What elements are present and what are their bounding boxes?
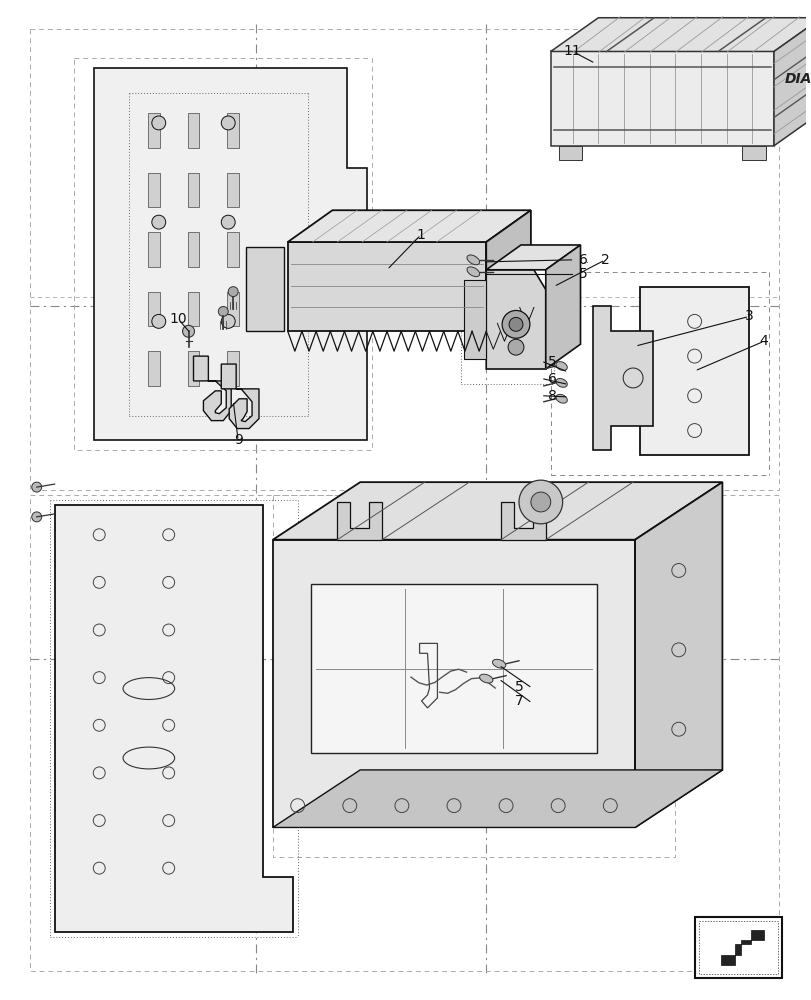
Polygon shape: [148, 173, 160, 207]
Text: 10: 10: [169, 312, 187, 326]
Polygon shape: [741, 146, 765, 160]
Polygon shape: [187, 113, 200, 148]
Polygon shape: [227, 113, 239, 148]
Polygon shape: [545, 245, 580, 369]
Text: 9: 9: [234, 433, 242, 447]
Circle shape: [221, 215, 235, 229]
Polygon shape: [464, 280, 486, 359]
Text: 4: 4: [759, 334, 767, 348]
Polygon shape: [550, 18, 811, 51]
Polygon shape: [287, 242, 486, 331]
Text: 5: 5: [547, 355, 556, 369]
Circle shape: [152, 215, 165, 229]
Circle shape: [32, 512, 41, 522]
Polygon shape: [550, 51, 773, 146]
Polygon shape: [634, 482, 722, 827]
Circle shape: [221, 116, 235, 130]
Circle shape: [152, 314, 165, 328]
Text: 2: 2: [600, 253, 609, 267]
Circle shape: [259, 303, 271, 314]
Text: 1: 1: [416, 228, 425, 242]
Ellipse shape: [556, 394, 567, 403]
Ellipse shape: [501, 310, 530, 338]
Polygon shape: [148, 292, 160, 326]
Polygon shape: [148, 232, 160, 267]
Circle shape: [182, 325, 195, 337]
Polygon shape: [227, 173, 239, 207]
Text: DIA: DIA: [784, 72, 811, 86]
Text: 8: 8: [547, 389, 556, 403]
Polygon shape: [639, 287, 749, 455]
Circle shape: [152, 116, 165, 130]
Ellipse shape: [466, 267, 479, 277]
Text: 7: 7: [514, 694, 523, 708]
Polygon shape: [187, 173, 200, 207]
Polygon shape: [337, 502, 381, 540]
Polygon shape: [193, 356, 231, 421]
Ellipse shape: [556, 362, 567, 370]
Text: 5: 5: [514, 680, 523, 694]
Polygon shape: [221, 364, 259, 429]
Circle shape: [32, 482, 41, 492]
Circle shape: [259, 259, 271, 271]
Circle shape: [518, 480, 562, 524]
Polygon shape: [558, 146, 581, 160]
Circle shape: [221, 314, 235, 328]
Polygon shape: [593, 306, 652, 450]
Polygon shape: [148, 351, 160, 386]
Circle shape: [228, 287, 238, 297]
Polygon shape: [272, 482, 722, 540]
Polygon shape: [227, 232, 239, 267]
Polygon shape: [311, 584, 597, 753]
Ellipse shape: [508, 317, 522, 331]
Text: 11: 11: [563, 44, 581, 58]
Ellipse shape: [466, 255, 479, 265]
Circle shape: [530, 492, 550, 512]
Ellipse shape: [479, 674, 492, 683]
Polygon shape: [486, 245, 580, 270]
Ellipse shape: [491, 659, 505, 668]
Polygon shape: [720, 930, 763, 965]
Polygon shape: [187, 351, 200, 386]
Polygon shape: [187, 292, 200, 326]
Polygon shape: [287, 210, 530, 242]
Text: 6: 6: [578, 253, 587, 267]
Polygon shape: [54, 505, 293, 932]
Polygon shape: [500, 502, 545, 540]
Polygon shape: [272, 540, 634, 827]
Polygon shape: [246, 247, 284, 331]
Polygon shape: [486, 270, 545, 369]
Text: 5: 5: [578, 267, 587, 281]
Polygon shape: [272, 770, 722, 827]
Polygon shape: [486, 210, 530, 331]
Circle shape: [259, 281, 271, 293]
Circle shape: [218, 306, 228, 316]
Polygon shape: [227, 351, 239, 386]
Ellipse shape: [508, 339, 523, 355]
Polygon shape: [360, 482, 722, 770]
Polygon shape: [227, 292, 239, 326]
Polygon shape: [148, 113, 160, 148]
Polygon shape: [187, 232, 200, 267]
Polygon shape: [773, 18, 811, 146]
Ellipse shape: [556, 379, 567, 387]
Text: 6: 6: [547, 372, 556, 386]
Polygon shape: [94, 68, 367, 440]
Polygon shape: [693, 917, 781, 978]
Text: 3: 3: [744, 309, 753, 323]
